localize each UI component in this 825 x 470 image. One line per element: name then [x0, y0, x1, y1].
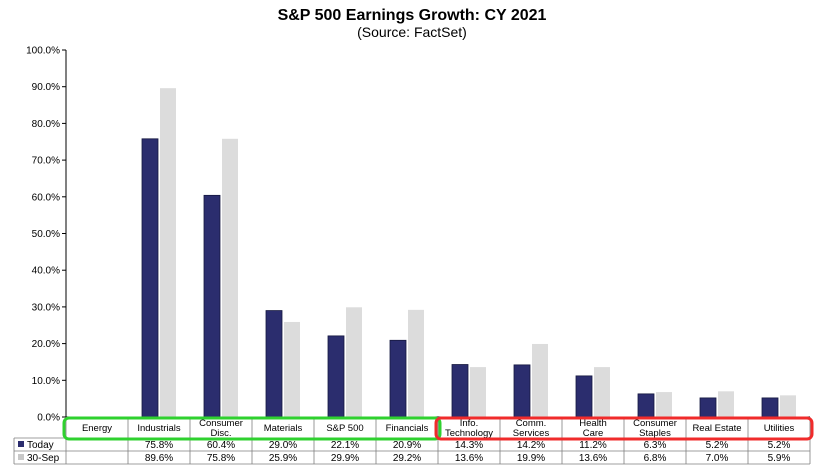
highlight-layer	[62, 416, 814, 441]
y-tick-label: 0.0%	[37, 413, 60, 424]
bar-30-sep	[346, 307, 362, 417]
table-cell-today: 5.2%	[706, 440, 729, 451]
category-label: Comm.	[516, 418, 547, 429]
bar-30-sep	[656, 392, 672, 417]
bar-today	[761, 397, 779, 418]
bars-layer	[141, 88, 796, 418]
bar-today	[575, 375, 593, 418]
bar-today	[699, 397, 717, 418]
bar-today	[451, 364, 469, 418]
table-cell-today: 20.9%	[393, 440, 421, 451]
y-tick-label: 60.0%	[32, 192, 60, 203]
legend-label-30-sep: 30-Sep	[27, 453, 60, 464]
category-label: Industrials	[137, 423, 181, 434]
bar-today	[637, 393, 655, 418]
bar-today	[265, 310, 283, 418]
highlight-box	[62, 416, 442, 441]
category-label: Technology	[445, 428, 493, 439]
category-label: Materials	[264, 423, 303, 434]
bar-30-sep	[408, 309, 424, 417]
table-cell-today: 60.4%	[207, 440, 235, 451]
table-cell-today: 29.0%	[269, 440, 297, 451]
table-cell-today: 11.2%	[579, 440, 607, 451]
category-label: Staples	[639, 428, 671, 439]
y-tick-label: 100.0%	[26, 46, 60, 57]
table-cell-30-sep: 7.0%	[706, 453, 729, 464]
y-tick-label: 20.0%	[32, 339, 60, 350]
legend-label-today: Today	[27, 440, 54, 451]
category-label: Consumer	[633, 418, 677, 429]
bar-30-sep	[718, 391, 734, 417]
category-label: Care	[583, 428, 604, 439]
table-cell-30-sep: 29.9%	[331, 453, 359, 464]
highlight-box	[434, 416, 814, 441]
y-tick-label: 10.0%	[32, 376, 60, 387]
table-cell-30-sep: 5.9%	[768, 453, 791, 464]
table-cell-30-sep: 19.9%	[517, 453, 545, 464]
table-cell-today: 14.3%	[455, 440, 483, 451]
category-label: Info.	[460, 418, 479, 429]
table-cell-30-sep: 13.6%	[455, 453, 483, 464]
table-cell-today: 22.1%	[331, 440, 359, 451]
category-label: S&P 500	[326, 423, 363, 434]
bar-today	[141, 138, 159, 418]
legend-swatch-today	[18, 441, 24, 447]
category-label: Health	[579, 418, 606, 429]
table-cell-30-sep: 13.6%	[579, 453, 607, 464]
category-label: Consumer	[199, 418, 243, 429]
category-label: Real Estate	[692, 423, 741, 434]
legend-swatch-30-sep	[18, 454, 24, 460]
bar-today	[203, 194, 221, 418]
y-tick-label: 30.0%	[32, 302, 60, 313]
table-cell-30-sep: 89.6%	[145, 453, 173, 464]
bar-30-sep	[222, 138, 238, 417]
bar-30-sep	[160, 88, 176, 417]
table-cell-today: 5.2%	[768, 440, 791, 451]
bar-today	[327, 335, 345, 418]
bar-30-sep	[532, 343, 548, 417]
bar-today	[513, 364, 531, 418]
table-cell-30-sep: 29.2%	[393, 453, 421, 464]
chart-subtitle: (Source: FactSet)	[357, 24, 467, 40]
table-cell-30-sep: 25.9%	[269, 453, 297, 464]
bar-30-sep	[594, 367, 610, 417]
y-tick-label: 50.0%	[32, 229, 60, 240]
y-tick-label: 40.0%	[32, 266, 60, 277]
chart-title: S&P 500 Earnings Growth: CY 2021	[278, 7, 547, 24]
bar-30-sep	[284, 321, 300, 417]
bar-today	[389, 339, 407, 418]
table-cell-today: 14.2%	[517, 440, 545, 451]
table-cell-today: 75.8%	[145, 440, 173, 451]
category-label: Services	[513, 428, 550, 439]
category-label: Financials	[386, 423, 429, 434]
table-cell-30-sep: 6.8%	[644, 453, 667, 464]
category-label: Energy	[82, 423, 112, 434]
table-cell-today: 6.3%	[644, 440, 667, 451]
table-cell-30-sep: 75.8%	[207, 453, 235, 464]
y-tick-label: 70.0%	[32, 156, 60, 167]
bar-30-sep	[470, 367, 486, 417]
axis-layer: 0.0% 10.0% 20.0% 30.0% 40.0% 50.0% 60.0% 70.0% 8…	[26, 46, 67, 424]
bar-30-sep	[780, 395, 796, 417]
y-tick-label: 80.0%	[32, 119, 60, 130]
category-label: Utilities	[764, 423, 795, 434]
category-label: Disc.	[210, 428, 231, 439]
y-tick-label: 90.0%	[32, 82, 60, 93]
